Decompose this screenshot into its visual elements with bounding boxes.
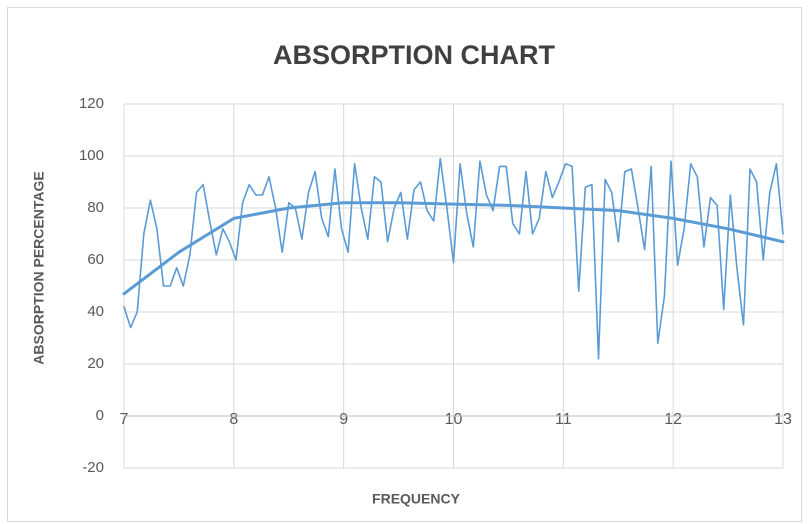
chart-title: ABSORPTION CHART [273, 40, 556, 70]
x-tick-label: 10 [445, 411, 463, 428]
y-tick-label: 40 [87, 303, 104, 320]
x-tick-label: 7 [120, 411, 129, 428]
y-tick-label: 0 [96, 407, 104, 424]
y-tick-label: 100 [79, 147, 104, 164]
y-tick-label: 120 [79, 95, 104, 112]
x-tick-label: 12 [664, 411, 682, 428]
chart-frame [7, 7, 802, 522]
x-tick-label: 9 [339, 411, 348, 428]
x-tick-label: 13 [774, 411, 792, 428]
y-tick-label: -20 [82, 459, 104, 476]
x-axis-label: FREQUENCY [372, 491, 461, 507]
trend-line [122, 201, 785, 296]
x-tick-label: 8 [229, 411, 238, 428]
x-tick-label: 11 [555, 411, 572, 428]
y-tick-label: 60 [87, 251, 104, 268]
data-line [123, 157, 784, 360]
y-tick-label: 20 [87, 355, 104, 372]
y-tick-label: 80 [87, 199, 104, 216]
y-axis-label: ABSORPTION PERCENTAGE [31, 171, 47, 364]
